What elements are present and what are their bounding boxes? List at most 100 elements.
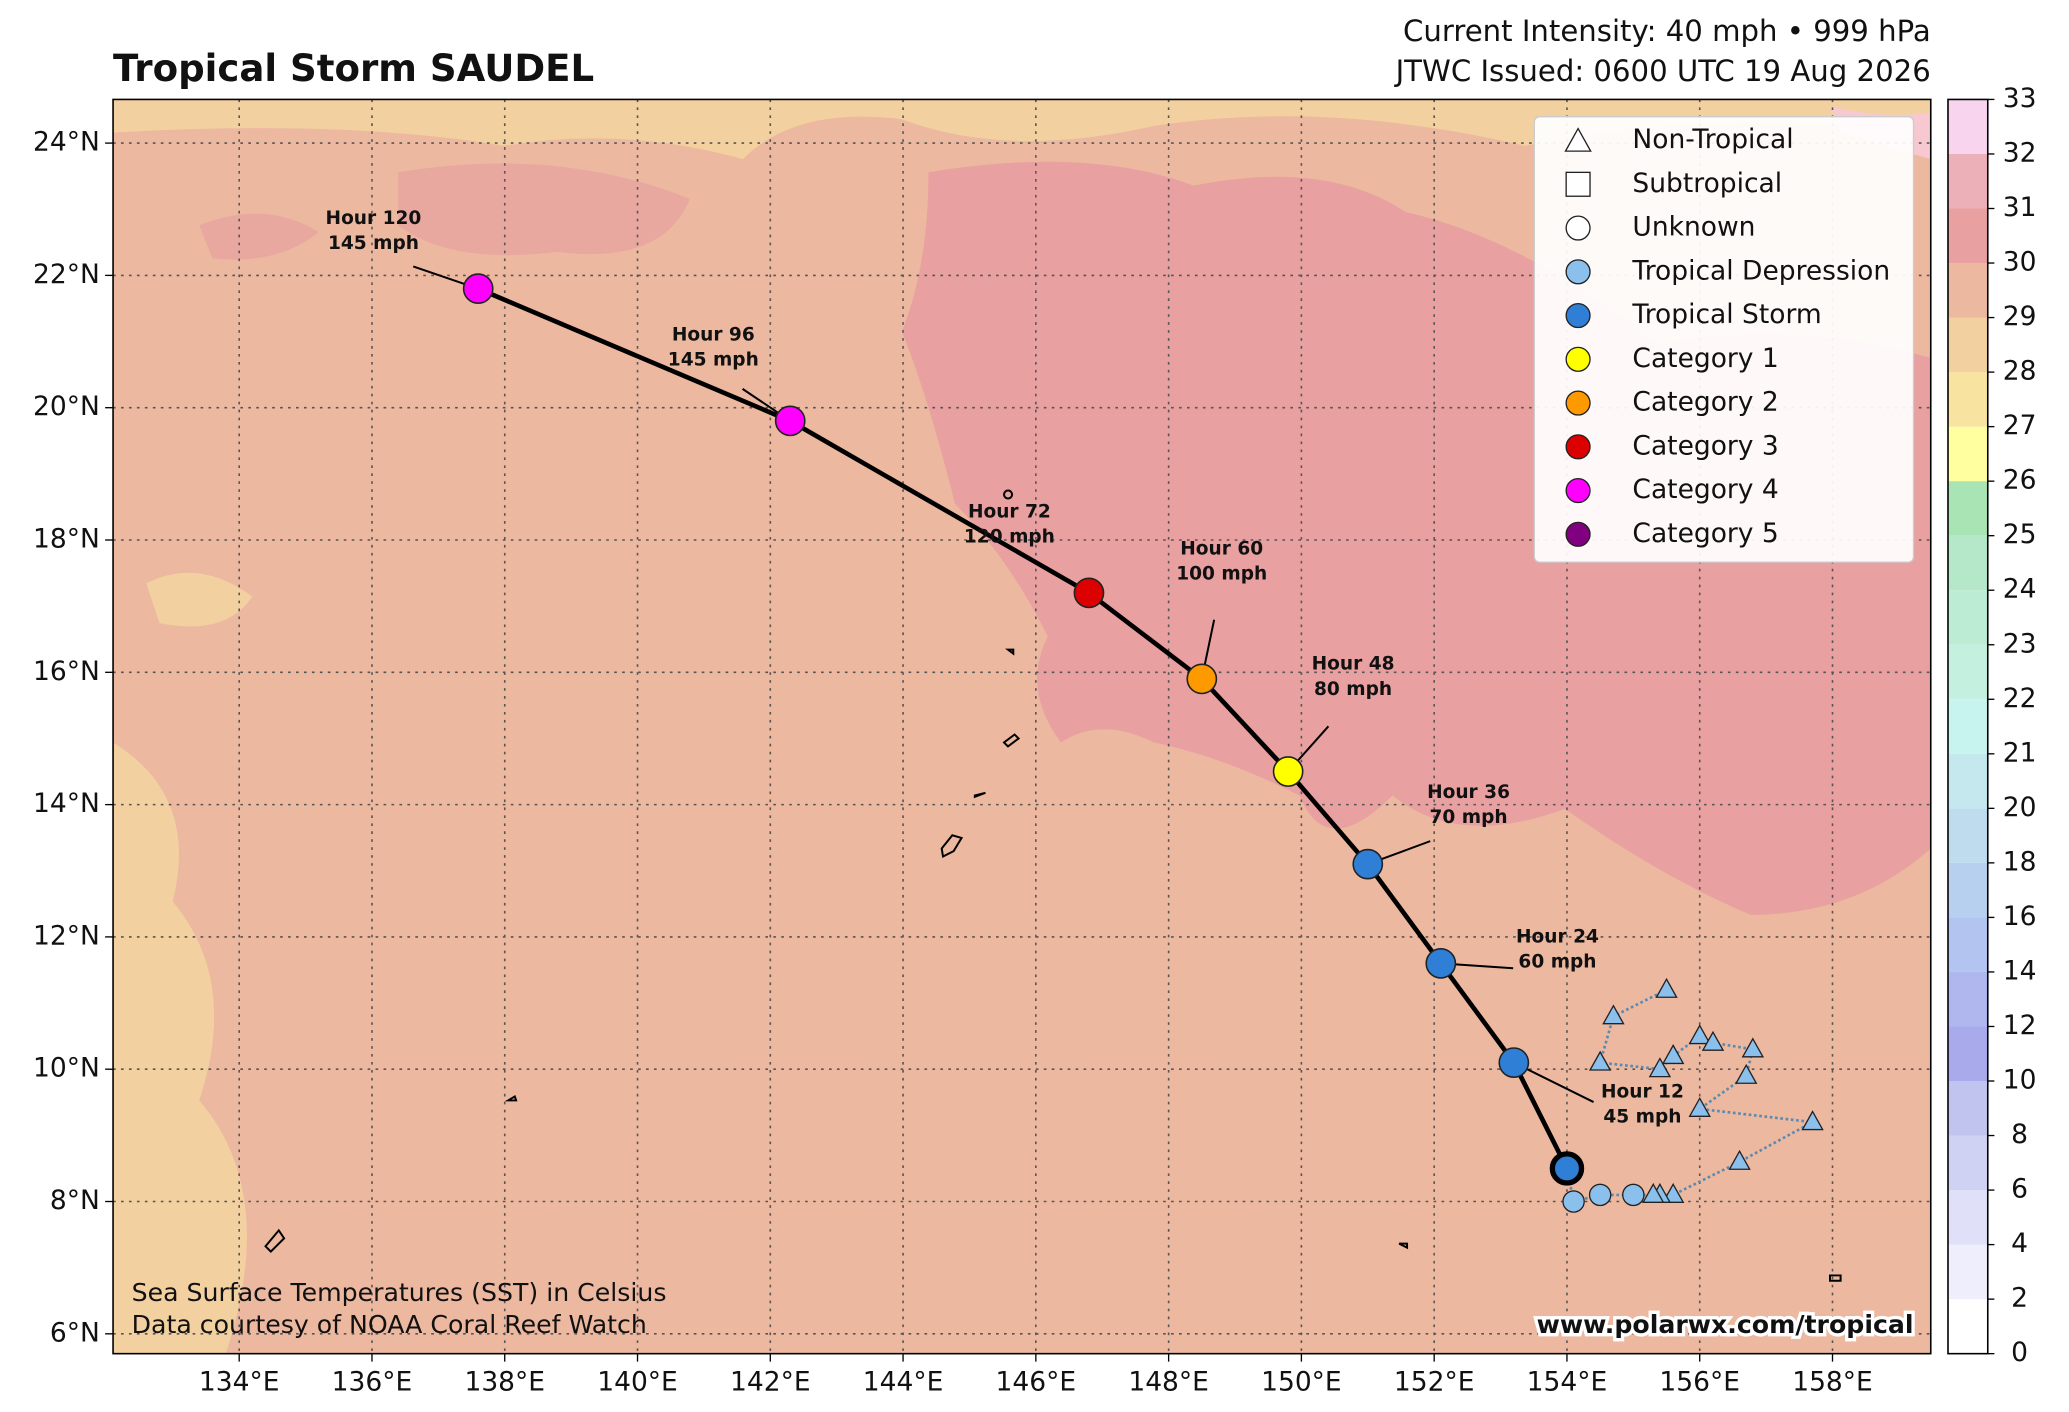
colorbar-tick-label: 0 bbox=[2011, 1337, 2028, 1368]
colorbar-tick-label: 20 bbox=[2003, 792, 2037, 823]
colorbar-band bbox=[1947, 862, 1988, 918]
colorbar-tick-label: 27 bbox=[2003, 410, 2037, 441]
colorbar-frame bbox=[1947, 98, 1989, 1355]
past-non-tropical-point bbox=[1648, 1057, 1672, 1078]
issued: JTWC Issued: 0600 UTC 19 Aug 2026 bbox=[1394, 54, 1931, 88]
legend-symbol bbox=[1565, 171, 1591, 197]
past-non-tropical-point bbox=[1588, 1050, 1612, 1071]
past-non-tropical-point bbox=[1741, 1037, 1765, 1058]
forecast-hour-label: Hour 36 bbox=[1427, 782, 1510, 803]
colorbar-band bbox=[1947, 590, 1988, 645]
legend-label: Tropical Storm bbox=[1631, 299, 1821, 330]
y-tick-label: 14°N bbox=[33, 788, 100, 819]
forecast-point bbox=[1073, 577, 1105, 609]
forecast-hour-label: Hour 60 bbox=[1180, 538, 1263, 559]
y-tick-label: 20°N bbox=[33, 391, 100, 422]
x-tick-label: 142°E bbox=[730, 1366, 811, 1397]
colorbar-band bbox=[1947, 208, 1988, 264]
past-non-tropical-point bbox=[1801, 1110, 1824, 1131]
colorbar-tick-label: 25 bbox=[2003, 519, 2037, 550]
legend-label: Category 3 bbox=[1632, 430, 1778, 461]
colorbar-tick-label: 29 bbox=[2003, 301, 2037, 332]
x-tick-label: 150°E bbox=[1261, 1366, 1342, 1397]
past-non-tropical-point bbox=[1701, 1030, 1725, 1051]
colorbar-band bbox=[1947, 426, 1988, 482]
forecast-wind-label: 70 mph bbox=[1430, 807, 1508, 828]
current-position bbox=[1549, 1151, 1585, 1186]
colorbar-band bbox=[1947, 1026, 1988, 1082]
forecast-wind-label: 145 mph bbox=[668, 349, 759, 370]
past-non-tropical-point bbox=[1661, 1044, 1685, 1065]
forecast-hour-label: Hour 48 bbox=[1312, 654, 1395, 675]
x-tick-label: 144°E bbox=[863, 1366, 944, 1397]
legend-symbol bbox=[1565, 390, 1591, 416]
note: Sea Surface Temperatures (SST) in Celsiu… bbox=[132, 1278, 667, 1307]
colorbar-band bbox=[1947, 971, 1988, 1027]
x-tick-label: 138°E bbox=[464, 1366, 545, 1397]
legend-label: Non-Tropical bbox=[1632, 124, 1793, 155]
past-depression-point bbox=[1622, 1183, 1645, 1207]
legend-symbol bbox=[1565, 477, 1591, 504]
forecast-hour-label: Hour 72 bbox=[968, 502, 1051, 523]
colorbar-band bbox=[1947, 644, 1988, 700]
forecast-point bbox=[1425, 947, 1457, 979]
colorbar-band bbox=[1947, 535, 1988, 591]
y-tick-label: 16°N bbox=[33, 656, 100, 687]
colorbar-tick-label: 22 bbox=[2003, 683, 2037, 714]
grid bbox=[113, 99, 1931, 1354]
legend-symbol bbox=[1564, 127, 1592, 152]
y-tick-label: 24°N bbox=[33, 127, 100, 158]
colorbar-band bbox=[1947, 1135, 1988, 1191]
note: Data courtesy of NOAA Coral Reef Watch bbox=[132, 1310, 647, 1339]
legend-label: Category 4 bbox=[1632, 474, 1778, 505]
past-depression-point bbox=[1588, 1183, 1612, 1207]
colorbar-tick-label: 6 bbox=[2011, 1174, 2028, 1205]
map-frame bbox=[112, 98, 1932, 1355]
forecast-wind-label: 45 mph bbox=[1603, 1106, 1681, 1127]
forecast-hour-label: Hour 120 bbox=[326, 208, 422, 229]
forecast-point bbox=[1498, 1047, 1530, 1078]
colorbar-tick-label: 21 bbox=[2003, 737, 2037, 768]
colorbar-band bbox=[1947, 1299, 1988, 1354]
forecast-wind-label: 60 mph bbox=[1518, 952, 1596, 973]
y-tick-label: 12°N bbox=[33, 920, 100, 951]
colorbar-tick-label: 26 bbox=[2003, 465, 2037, 496]
colorbar-tick-label: 28 bbox=[2003, 356, 2037, 387]
colorbar-band bbox=[1947, 753, 1988, 809]
past-non-tropical-point bbox=[1642, 1182, 1665, 1203]
sst-patch bbox=[113, 99, 1931, 160]
past-non-tropical-point bbox=[1688, 1024, 1711, 1045]
past-non-tropical-point bbox=[1655, 977, 1678, 998]
track-layer: Hour 12 45 mph Hour 24 60 mph Hour 36 70 mph H… bbox=[326, 208, 1824, 1213]
colorbar-band bbox=[1947, 372, 1988, 427]
colorbar-band bbox=[1947, 917, 1988, 972]
colorbar-tick-label: 23 bbox=[2003, 628, 2037, 659]
x-tick-label: 136°E bbox=[332, 1366, 413, 1397]
legend-label: Category 5 bbox=[1632, 518, 1778, 549]
colorbar-tick-label: 10 bbox=[2003, 1065, 2037, 1096]
colorbar-tick-label: 18 bbox=[2003, 846, 2037, 877]
legend: Non-Tropical Subtropical Unknown Tropical D… bbox=[1564, 124, 1890, 549]
y-tick-label: 6°N bbox=[50, 1317, 100, 1348]
colorbar-band bbox=[1947, 1190, 1988, 1245]
past-non-tropical-point bbox=[1728, 1149, 1751, 1170]
forecast-wind-label: 80 mph bbox=[1314, 679, 1392, 700]
legend-symbol bbox=[1565, 259, 1591, 285]
x-tick-label: 146°E bbox=[996, 1366, 1077, 1397]
forecast-point bbox=[774, 405, 806, 437]
colorbar-tick-label: 4 bbox=[2011, 1228, 2028, 1259]
colorbar-band bbox=[1947, 699, 1988, 754]
x-tick-label: 134°E bbox=[199, 1366, 280, 1397]
sst-patch bbox=[146, 572, 253, 627]
forecast-point bbox=[462, 273, 494, 305]
forecast-hour-label: Hour 96 bbox=[672, 324, 755, 345]
colorbar-band bbox=[1947, 99, 1988, 154]
forecast-hour-label: Hour 12 bbox=[1601, 1081, 1684, 1102]
colorbar-band bbox=[1947, 317, 1988, 373]
legend-symbol bbox=[1565, 434, 1591, 460]
y-tick-label: 8°N bbox=[50, 1185, 100, 1216]
legend-label: Category 2 bbox=[1632, 387, 1778, 418]
legend-symbol bbox=[1565, 215, 1591, 241]
